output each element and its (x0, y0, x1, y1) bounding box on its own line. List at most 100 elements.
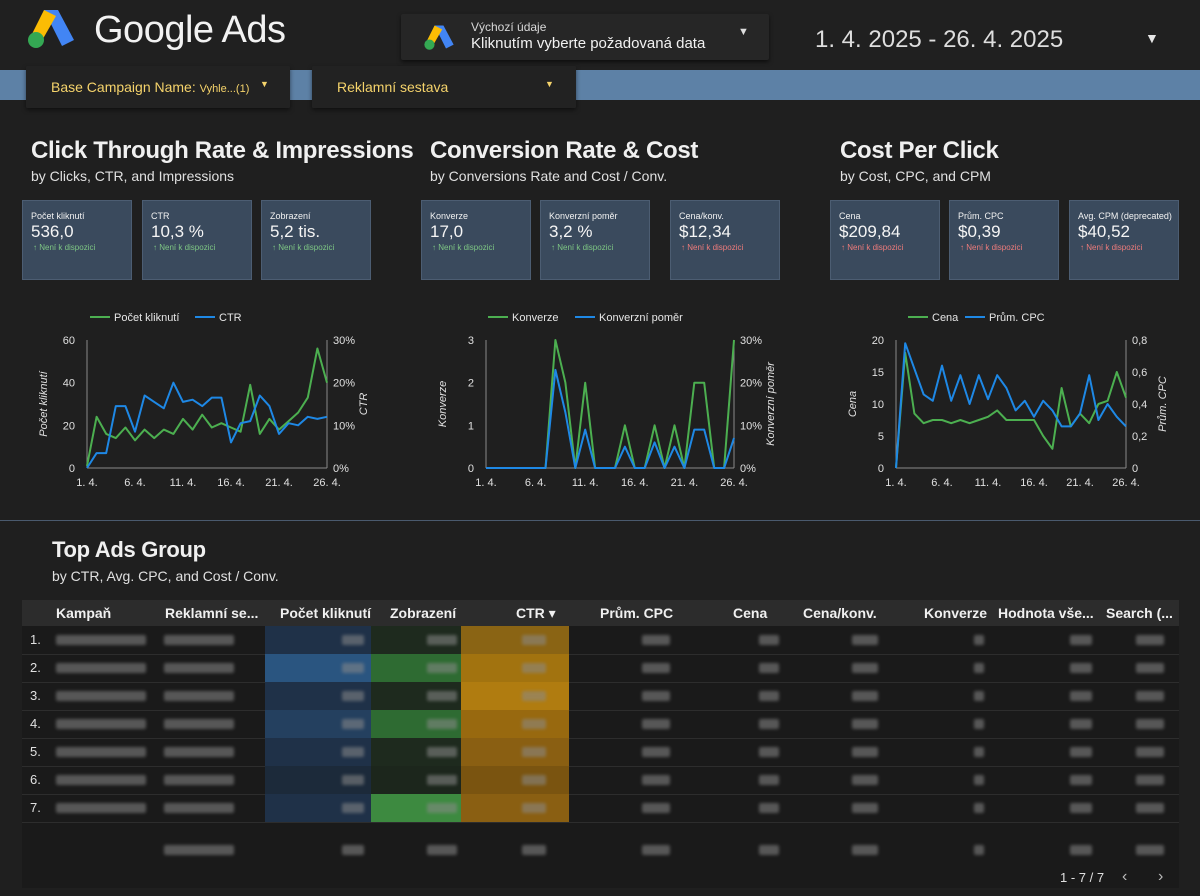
kpi-delta: ↑ Není k dispozici (960, 243, 1023, 252)
prev-page-icon[interactable]: ‹ (1122, 868, 1128, 885)
redacted-cell-value (974, 747, 984, 757)
series-line-0 (895, 351, 1127, 469)
kpi-value: 17,0 (430, 222, 464, 241)
adset-filter-label: Reklamní sestava (337, 79, 449, 95)
table-row[interactable]: 6. (22, 766, 1179, 795)
y2-tick-label: 30% (333, 335, 355, 347)
adset-filter[interactable]: Reklamní sestava ▼ (312, 66, 576, 108)
legend-label: Počet kliknutí (114, 312, 179, 324)
kpi-value: $12,34 (679, 222, 731, 241)
x-tick-label: 21. 4. (671, 477, 699, 489)
date-range-picker[interactable]: 1. 4. 2025 - 26. 4. 2025 (815, 26, 1064, 53)
kpi-value: $0,39 (958, 222, 1001, 241)
y2-tick-label: 0,4 (1132, 399, 1147, 411)
legend-label: Prům. CPC (989, 312, 1045, 324)
redacted-total-value (852, 845, 878, 855)
kpi-label: Cena/konv. (679, 211, 724, 221)
table-row[interactable]: 4. (22, 710, 1179, 739)
redacted-total-value (427, 845, 457, 855)
col-header-avg-cpc[interactable]: Prům. CPC (600, 605, 674, 621)
section-subtitle-conversion: by Conversions Rate and Cost / Conv. (430, 168, 668, 184)
table-row[interactable]: 7. (22, 794, 1179, 823)
redacted-cell-value (1136, 803, 1164, 813)
redacted-cell-value (164, 635, 234, 645)
y-tick-label: 15 (872, 367, 884, 379)
redacted-cell-value (522, 803, 546, 813)
campaign-filter-name: Base Campaign Name: (51, 79, 200, 95)
col-header-cost[interactable]: Cena (733, 605, 768, 621)
y-axis-label: Počet kliknutí (38, 370, 50, 436)
col-header-impressions[interactable]: Zobrazení (390, 605, 457, 621)
x-tick-label: 26. 4. (1112, 477, 1140, 489)
redacted-cell-value (642, 747, 670, 757)
redacted-cell-value (642, 719, 670, 729)
col-header-conversions[interactable]: Konverze (924, 605, 988, 621)
col-header-campaign[interactable]: Kampaň (56, 605, 112, 621)
redacted-cell-value (974, 691, 984, 701)
x-tick-label: 16. 4. (621, 477, 649, 489)
table-row[interactable]: 2. (22, 654, 1179, 683)
chevron-down-icon[interactable]: ▼ (260, 79, 269, 89)
y2-tick-label: 0,2 (1132, 431, 1147, 443)
col-header-search[interactable]: Search (... (1106, 605, 1173, 621)
redacted-cell-value (642, 691, 670, 701)
row-number: 4. (30, 716, 41, 731)
kpi-label: Konverze (430, 211, 469, 221)
chevron-down-icon[interactable]: ▼ (738, 26, 749, 38)
redacted-cell-value (974, 663, 984, 673)
table-row[interactable]: 3. (22, 682, 1179, 711)
campaign-filter[interactable]: Base Campaign Name: Vyhle...(1) ▼ (26, 66, 290, 108)
y2-tick-label: 0% (740, 463, 756, 475)
row-number: 1. (30, 632, 41, 647)
kpi-label: Avg. CPM (deprecated) (1078, 211, 1172, 221)
y2-axis-label: Konverzní poměr (765, 361, 777, 446)
col-header-cost-per-conv[interactable]: Cena/konv. (803, 605, 877, 621)
col-header-clicks[interactable]: Počet kliknutí (280, 605, 372, 621)
y-tick-label: 5 (878, 431, 884, 443)
y2-tick-label: 20% (333, 378, 355, 390)
campaign-filter-label: Base Campaign Name: Vyhle...(1) (51, 79, 249, 95)
table-row[interactable]: 5. (22, 738, 1179, 767)
y-tick-label: 20 (63, 420, 75, 432)
redacted-cell-value (56, 663, 146, 673)
redacted-cell-value (522, 775, 546, 785)
next-page-icon[interactable]: › (1158, 868, 1164, 885)
kpi-delta: ↑ Není k dispozici (153, 243, 216, 252)
x-tick-label: 11. 4. (572, 477, 599, 489)
redacted-cell-value (1136, 635, 1164, 645)
x-tick-label: 11. 4. (170, 477, 197, 489)
redacted-cell-value (342, 691, 364, 701)
redacted-cell-value (642, 663, 670, 673)
y-tick-label: 10 (872, 399, 884, 411)
kpi-card-avg-cpc: Prům. CPC $0,39 ↑ Není k dispozici (949, 200, 1059, 280)
redacted-total-value (342, 845, 364, 855)
chevron-down-icon[interactable]: ▼ (545, 79, 554, 89)
redacted-cell-value (56, 747, 146, 757)
chevron-down-icon[interactable]: ▼ (1145, 30, 1159, 46)
col-header-value[interactable]: Hodnota vše... (998, 605, 1094, 621)
redacted-cell-value (522, 663, 546, 673)
redacted-cell-value (1070, 747, 1092, 757)
redacted-cell-value (759, 803, 779, 813)
redacted-cell-value (974, 719, 984, 729)
legend-label: Cena (932, 312, 959, 324)
redacted-cell-value (759, 663, 779, 673)
table-row[interactable]: 1. (22, 626, 1179, 655)
y2-tick-label: 20% (740, 378, 762, 390)
series-line-1 (895, 342, 1127, 469)
redacted-cell-value (852, 775, 878, 785)
kpi-value: $209,84 (839, 222, 901, 241)
redacted-cell-value (852, 635, 878, 645)
redacted-total-value (522, 845, 546, 855)
redacted-cell-value (56, 719, 146, 729)
col-header-ctr[interactable]: CTR ▾ (516, 605, 556, 621)
col-header-adset[interactable]: Reklamní se... (165, 605, 259, 621)
kpi-value: 3,2 % (549, 222, 593, 241)
kpi-label: Zobrazení (270, 211, 311, 221)
legend-label: Konverzní poměr (599, 312, 683, 324)
data-source-selector[interactable]: Výchozí údaje Kliknutím vyberte požadova… (401, 14, 769, 60)
google-ads-logo-icon (28, 10, 74, 48)
redacted-cell-value (642, 635, 670, 645)
x-tick-label: 6. 4. (525, 477, 546, 489)
